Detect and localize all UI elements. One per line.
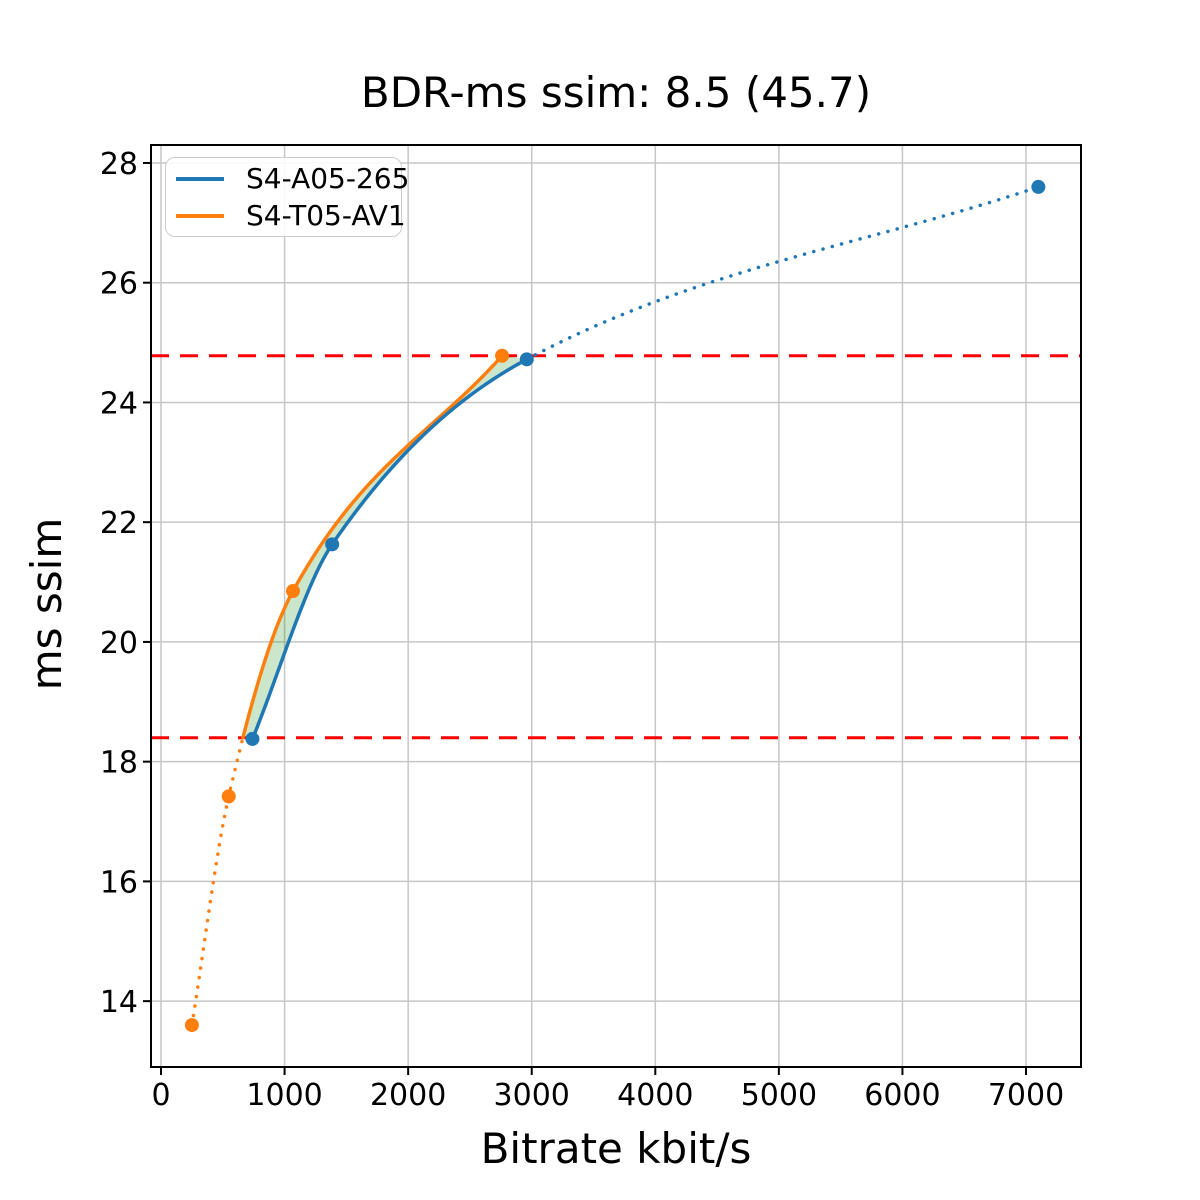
series-solid-path-S4-A05-265 (250, 357, 529, 741)
y-tick-label-20: 20 (100, 626, 138, 661)
marker-S4-T05-AV1-0 (184, 1018, 199, 1033)
legend-item-s4-t05-av1: S4-T05-AV1 (166, 199, 406, 232)
x-tick-label-5000: 5000 (741, 1078, 817, 1113)
series-solid-path-S4-T05-AV1 (241, 353, 504, 740)
x-tick-label-0: 0 (151, 1078, 170, 1113)
x-tick-label-1000: 1000 (246, 1078, 322, 1113)
marker-S4-T05-AV1-1 (221, 789, 236, 804)
legend-label: S4-T05-AV1 (246, 199, 406, 232)
y-tick-label-14: 14 (100, 985, 138, 1020)
fill-between-region (242, 355, 527, 739)
chart-title: BDR-ms ssim: 8.5 (45.7) (360, 68, 872, 117)
y-tick-label-24: 24 (100, 386, 138, 421)
marker-S4-A05-265-0 (245, 731, 260, 746)
x-tick-label-2000: 2000 (370, 1078, 446, 1113)
legend-line-sample-blue (176, 176, 224, 181)
x-tick-label-4000: 4000 (617, 1078, 693, 1113)
marker-S4-T05-AV1-3 (495, 348, 510, 363)
x-tick-label-3000: 3000 (494, 1078, 570, 1113)
marker-S4-A05-265-2 (519, 352, 534, 367)
legend: S4-A05-265 S4-T05-AV1 (165, 157, 409, 237)
axes-spines (150, 144, 1082, 1068)
legend-line-sample-orange (176, 213, 224, 218)
legend-item-s4-a05-265: S4-A05-265 (166, 162, 409, 195)
series-dotted-path-S4-T05-AV1 (190, 735, 245, 1027)
legend-label: S4-A05-265 (246, 162, 410, 195)
gridlines (151, 145, 1081, 1067)
x-tick-label-6000: 6000 (864, 1078, 940, 1113)
y-tick-label-18: 18 (100, 746, 138, 781)
marker-S4-A05-265-1 (325, 537, 340, 552)
x-tick-label-7000: 7000 (988, 1078, 1064, 1113)
y-tick-label-26: 26 (100, 267, 138, 302)
marker-S4-A05-265-3 (1031, 179, 1046, 194)
axis-ticks: 0 1000 2000 3000 4000 5000 6000 7000 14 16 18 20 22 2… (100, 147, 1064, 1113)
x-axis-label: Bitrate kbit/s (480, 1124, 752, 1173)
y-tick-label-16: 16 (100, 865, 138, 900)
series-dotted-path-S4-A05-265 (525, 185, 1041, 362)
y-axis-label: ms ssim (22, 517, 71, 691)
y-tick-label-22: 22 (100, 506, 138, 541)
y-tick-label-28: 28 (100, 147, 138, 182)
marker-S4-T05-AV1-2 (285, 584, 300, 599)
